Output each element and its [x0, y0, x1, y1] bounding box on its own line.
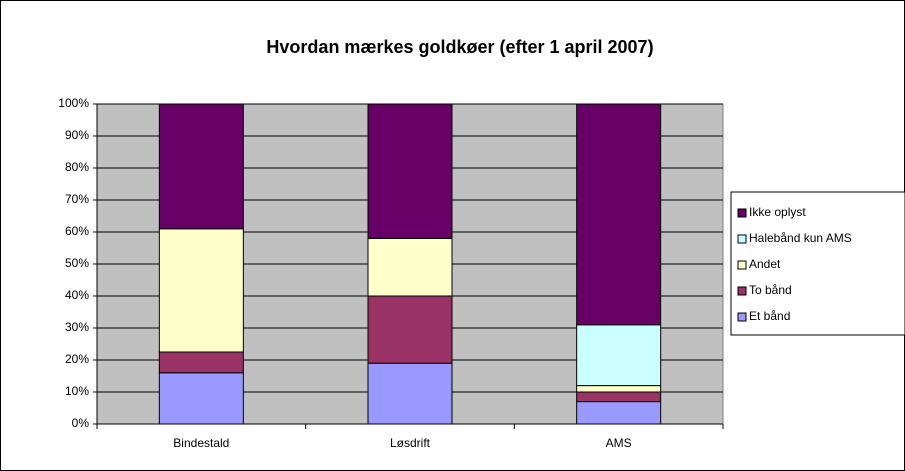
bar-segment — [158, 228, 244, 353]
y-tick-label: 60% — [65, 224, 89, 238]
chart-title: Hvordan mærkes goldkøer (efter 1 april 2… — [266, 37, 653, 57]
legend-swatch — [737, 234, 747, 244]
legend-box — [730, 191, 905, 336]
legend-label: Halebånd kun AMS — [749, 231, 852, 245]
y-tick-label: 0% — [72, 416, 90, 430]
x-tick-label: Bindestald — [173, 436, 229, 450]
legend-swatch — [737, 286, 747, 296]
bar-segment — [576, 324, 662, 387]
bar-segment — [367, 237, 453, 297]
bar-segment — [576, 385, 662, 393]
bar-segment — [367, 295, 453, 364]
y-tick-label: 20% — [65, 352, 89, 366]
legend-label: Andet — [749, 257, 781, 271]
y-tick-label: 100% — [58, 96, 89, 110]
y-tick-label: 70% — [65, 192, 89, 206]
bar-segment — [576, 391, 662, 403]
x-tick-label: AMS — [606, 436, 632, 450]
legend-label: To bånd — [749, 283, 792, 297]
bar-segment — [367, 362, 453, 425]
bar-segment — [367, 103, 453, 239]
y-tick-label: 80% — [65, 160, 89, 174]
y-tick-label: 40% — [65, 288, 89, 302]
y-tick-label: 10% — [65, 384, 89, 398]
bar-segment — [158, 372, 244, 425]
legend-swatch — [737, 260, 747, 270]
legend-label: Et bånd — [749, 309, 790, 323]
bar-segment — [158, 351, 244, 374]
y-tick-label: 90% — [65, 128, 89, 142]
bar-segment — [576, 401, 662, 425]
legend-swatch — [737, 208, 747, 218]
y-tick-label: 50% — [65, 256, 89, 270]
y-tick-label: 30% — [65, 320, 89, 334]
x-tick-label: Løsdrift — [390, 436, 431, 450]
legend-swatch — [737, 312, 747, 322]
bar-segment — [576, 103, 662, 326]
bar-segment — [158, 103, 244, 230]
legend-label: Ikke oplyst — [749, 205, 806, 219]
